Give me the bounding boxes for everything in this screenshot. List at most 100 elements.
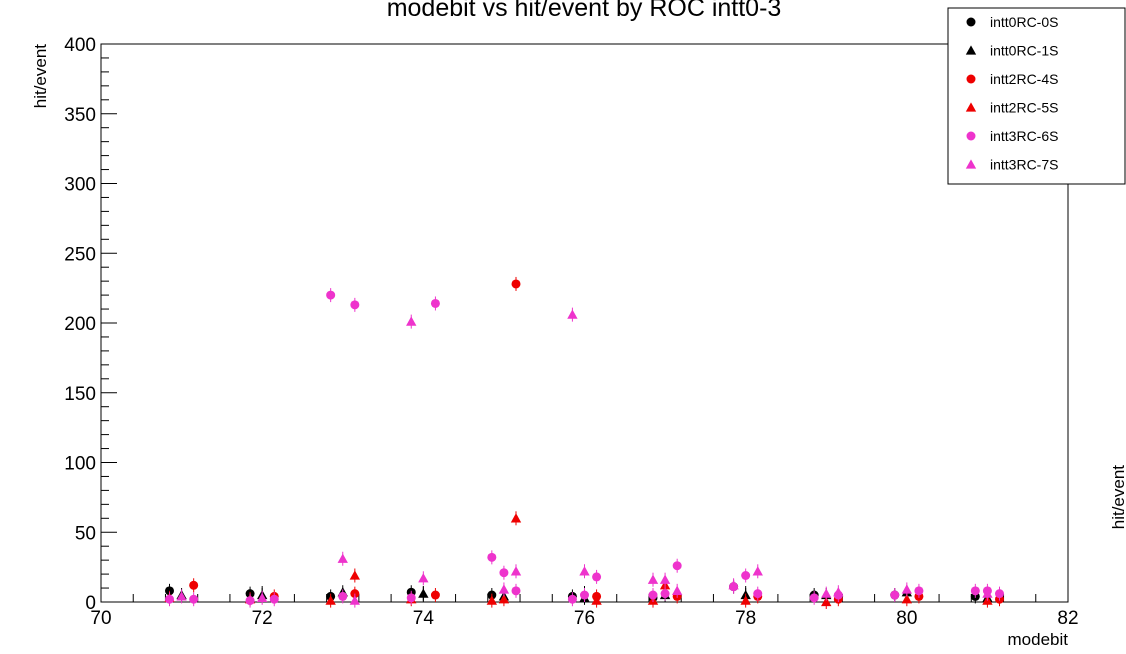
y-tick-label: 200 — [64, 314, 96, 335]
data-point — [164, 594, 174, 604]
y-axis-title: hit/event — [31, 44, 50, 109]
legend-label: intt2RC-4S — [990, 71, 1058, 87]
legend-marker — [965, 159, 977, 169]
x-tick-label: 72 — [252, 608, 273, 629]
data-point — [740, 595, 751, 605]
data-point — [256, 592, 268, 602]
data-point — [498, 594, 510, 604]
y-axis-title-right: hit/event — [1109, 465, 1126, 530]
legend-label: intt2RC-5S — [990, 100, 1058, 116]
legend-entry: intt3RC-7S — [965, 157, 1058, 173]
data-point — [809, 593, 819, 603]
data-point — [487, 552, 497, 562]
data-point — [406, 316, 417, 326]
legend-box — [947, 7, 1126, 185]
data-point — [430, 298, 440, 308]
series-intt3RC-7S — [176, 307, 993, 608]
legend-marker — [965, 45, 977, 55]
x-tick-label: 74 — [413, 608, 435, 629]
data-point — [567, 594, 577, 604]
y-tick-label: 250 — [64, 244, 96, 265]
data-point — [580, 590, 589, 600]
data-point — [752, 566, 763, 576]
series-intt2RC-5S — [164, 511, 993, 609]
legend-marker — [966, 17, 976, 27]
data-point — [901, 594, 913, 604]
data-point — [189, 580, 199, 590]
data-point — [914, 586, 924, 596]
y-tick-label: 300 — [64, 175, 96, 196]
legend-entry: intt0RC-0S — [966, 14, 1058, 30]
data-point — [567, 309, 578, 319]
data-point — [672, 561, 682, 571]
plot-frame — [100, 43, 1069, 603]
data-point — [499, 568, 509, 578]
data-point — [498, 584, 510, 594]
data-point — [189, 594, 199, 604]
data-point — [821, 596, 832, 607]
data-point — [647, 574, 659, 584]
data-point — [338, 591, 348, 601]
series-intt2RC-4S — [189, 276, 1005, 607]
y-tick-label: 100 — [64, 454, 96, 475]
x-tick-label: 82 — [1057, 608, 1078, 629]
legend-entry: intt3RC-6S — [966, 128, 1058, 144]
data-point — [176, 591, 187, 601]
legend-label: intt3RC-6S — [990, 128, 1058, 144]
data-point — [982, 588, 993, 598]
legend-label: intt0RC-1S — [990, 43, 1058, 59]
data-point — [741, 570, 751, 580]
data-point — [349, 570, 361, 580]
data-point — [269, 594, 279, 604]
x-tick-label: 70 — [90, 608, 111, 629]
legend-marker — [965, 102, 977, 112]
data-point — [326, 290, 336, 300]
data-point — [833, 587, 844, 597]
series-intt3RC-6S — [164, 288, 1005, 608]
data-point — [418, 573, 429, 583]
data-point — [510, 513, 522, 523]
data-point — [349, 595, 361, 605]
legend-entry: intt2RC-5S — [965, 100, 1058, 116]
x-tick-label: 80 — [896, 608, 917, 629]
x-tick-label: 76 — [574, 608, 595, 629]
x-axis-title: modebit — [1008, 630, 1069, 649]
y-tick-label: 400 — [64, 35, 96, 56]
data-point — [245, 596, 255, 606]
data-point — [659, 574, 671, 584]
data-point — [660, 589, 670, 599]
data-point — [350, 300, 360, 310]
data-point — [995, 589, 1005, 599]
data-point — [418, 588, 429, 598]
y-tick-label: 350 — [64, 105, 96, 126]
data-point — [591, 595, 602, 605]
data-point — [511, 279, 521, 289]
data-point — [970, 586, 980, 596]
legend-marker — [966, 131, 976, 141]
legend-entry: intt2RC-4S — [966, 71, 1058, 87]
data-point — [579, 566, 590, 576]
y-tick-label: 150 — [64, 384, 96, 405]
x-tick-label: 78 — [735, 608, 756, 629]
y-tick-label: 0 — [85, 593, 96, 614]
legend-marker — [966, 74, 976, 84]
chart-title: modebit vs hit/event by ROC intt0-3 — [387, 0, 782, 22]
data-point — [728, 580, 739, 590]
data-point — [648, 590, 658, 600]
y-tick-label: 50 — [75, 523, 96, 544]
data-point — [406, 593, 416, 603]
data-point — [511, 586, 521, 596]
data-point — [325, 595, 336, 605]
legend-entry: intt0RC-1S — [965, 43, 1058, 59]
data-point — [821, 588, 832, 598]
legend-label: intt0RC-0S — [990, 14, 1058, 30]
data-point — [510, 566, 522, 576]
data-point — [592, 572, 602, 582]
data-point — [430, 590, 440, 600]
data-point — [486, 595, 498, 605]
data-point — [671, 585, 683, 595]
legend-label: intt3RC-7S — [990, 157, 1058, 173]
data-point — [890, 590, 900, 600]
data-point — [753, 589, 763, 599]
